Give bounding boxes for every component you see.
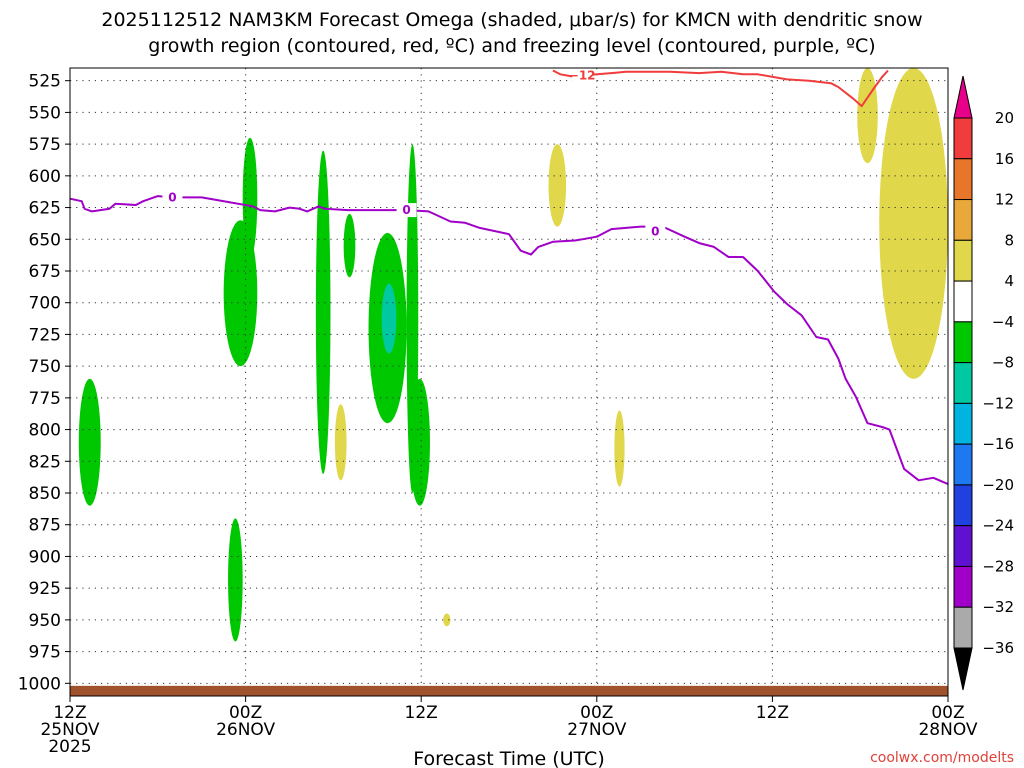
y-tick-label-700: 700 xyxy=(29,294,61,314)
omega-shaded-region-15 xyxy=(857,68,878,164)
x-tick-label-60-1: 00Z xyxy=(931,703,964,723)
y-tick-label-625: 625 xyxy=(29,199,61,219)
colorbar-label-13: −32 xyxy=(982,598,1014,616)
omega-shaded-region-16 xyxy=(879,68,949,379)
contour-line-2 xyxy=(552,69,889,108)
x-axis-label: Forecast Time (UTC) xyxy=(413,748,604,768)
colorbar-swatch-10 xyxy=(953,484,973,527)
y-tick-label-525: 525 xyxy=(29,72,61,92)
colorbar-bottom-arrow xyxy=(953,647,973,691)
colorbar-label-12: −28 xyxy=(982,557,1014,575)
colorbar-label-6: −4 xyxy=(992,313,1014,331)
contour-label-bg-1-2 xyxy=(396,203,417,218)
x-tick-label-12-1: 00Z xyxy=(229,703,262,723)
plot-frame xyxy=(69,67,949,697)
contour-label-bg-2-1 xyxy=(572,68,593,83)
x-tick-label-24-1: 12Z xyxy=(405,703,438,723)
y-tick-label-975: 975 xyxy=(29,643,61,663)
colorbar-swatch-4 xyxy=(953,239,973,282)
colorbar-top-arrow xyxy=(953,75,973,119)
colorbar-swatch-2 xyxy=(953,158,973,201)
omega-shaded-region-11 xyxy=(334,404,347,481)
y-tick-label-825: 825 xyxy=(29,452,61,472)
x-tick-label-0-1: 12Z xyxy=(53,703,86,723)
y-tick-label-850: 850 xyxy=(29,484,61,504)
plot-area xyxy=(70,68,948,696)
chart-title-line-1: 2025112512 NAM3KM Forecast Omega (shaded… xyxy=(101,9,922,31)
contour-label-1-1: 0 xyxy=(168,190,176,204)
y-tick-label-925: 925 xyxy=(29,579,61,599)
colorbar-swatch-3 xyxy=(953,199,973,241)
y-tick-label-575: 575 xyxy=(29,135,61,155)
y-tick-label-725: 725 xyxy=(29,325,61,345)
colorbar-swatch-13 xyxy=(953,606,973,649)
omega-shaded-region-10 xyxy=(381,283,397,354)
colorbar-label-7: −8 xyxy=(992,354,1014,372)
credit-text: coolwx.com/modelts xyxy=(870,750,1014,766)
omega-shaded-region-5 xyxy=(315,150,331,474)
colorbar-label-10: −20 xyxy=(982,476,1014,494)
colorbar-swatch-5 xyxy=(953,280,973,323)
omega-shaded-region-3 xyxy=(242,137,258,259)
y-tick-label-775: 775 xyxy=(29,389,61,409)
contour-label-bg-1-1 xyxy=(162,190,183,205)
colorbar-swatch-1 xyxy=(953,117,973,160)
omega-shaded-region-1 xyxy=(78,378,101,506)
terrain-band xyxy=(70,685,948,696)
colorbar-swatch-8 xyxy=(953,402,973,445)
y-tick-label-950: 950 xyxy=(29,611,61,631)
y-tick-label-900: 900 xyxy=(29,547,61,567)
colorbar-swatch-12 xyxy=(953,565,973,608)
omega-shaded-region-14 xyxy=(443,613,451,627)
omega-shaded-region-13 xyxy=(614,410,625,487)
y-tick-label-1000: 1000 xyxy=(18,674,61,694)
x-tick-label-36-1: 00Z xyxy=(580,703,613,723)
omega-shaded-region-9 xyxy=(409,378,430,506)
colorbar-swatch-11 xyxy=(953,525,973,567)
omega-shaded-region-6 xyxy=(343,213,356,278)
colorbar-label-11: −24 xyxy=(982,517,1014,535)
y-tick-label-650: 650 xyxy=(29,230,61,250)
y-tick-label-550: 550 xyxy=(29,103,61,123)
colorbar-label-1: 20 xyxy=(995,109,1014,127)
y-tick-label-750: 750 xyxy=(29,357,61,377)
contour-label-1-3: 0 xyxy=(651,225,659,239)
y-tick-label-600: 600 xyxy=(29,167,61,187)
colorbar-label-8: −12 xyxy=(982,394,1014,412)
x-tick-label-0-3: 2025 xyxy=(48,737,91,757)
contour-label-2-1: −12 xyxy=(569,69,596,83)
colorbar-swatch-6 xyxy=(953,321,973,364)
chart-title-line-2: growth region (contoured, red, ºC) and f… xyxy=(148,35,875,57)
colorbar-swatch-7 xyxy=(953,362,973,404)
contour-label-bg-1-3 xyxy=(645,224,666,239)
colorbar-label-4: 8 xyxy=(1004,231,1014,249)
x-tick-label-12-2: 26NOV xyxy=(216,720,275,740)
y-tick-label-800: 800 xyxy=(29,421,61,441)
contour-label-1-2: 0 xyxy=(402,203,410,217)
colorbar-label-9: −16 xyxy=(982,435,1014,453)
omega-shaded-region-4 xyxy=(228,518,243,642)
colorbar-swatch-9 xyxy=(953,443,973,486)
colorbar-label-5: 4 xyxy=(1004,272,1014,290)
contour-line-1 xyxy=(69,195,949,486)
colorbar-label-2: 16 xyxy=(995,150,1014,168)
x-tick-label-60-2: 28NOV xyxy=(918,720,977,740)
y-tick-label-875: 875 xyxy=(29,516,61,536)
y-tick-label-675: 675 xyxy=(29,262,61,282)
colorbar-label-3: 12 xyxy=(995,191,1014,209)
x-tick-label-36-2: 27NOV xyxy=(567,720,626,740)
colorbar-label-14: −36 xyxy=(982,639,1014,657)
omega-shaded-region-12 xyxy=(548,144,567,227)
x-tick-label-48-1: 12Z xyxy=(756,703,789,723)
x-tick-label-0-2: 25NOV xyxy=(40,720,99,740)
